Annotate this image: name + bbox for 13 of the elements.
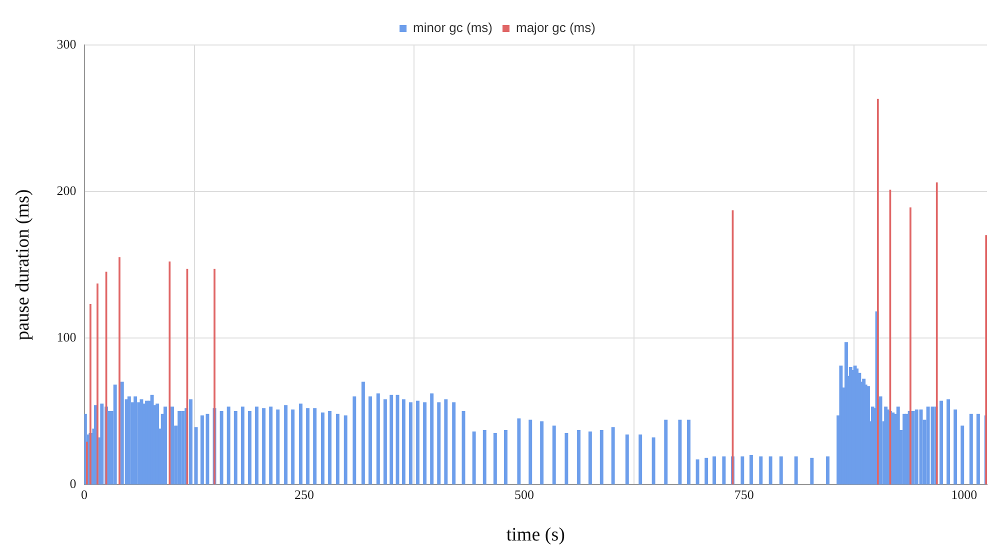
y-tick-label: 100	[56, 329, 76, 344]
legend-label: minor gc (ms)	[413, 20, 493, 36]
x-axis-title: time (s)	[506, 524, 565, 546]
y-tick-label: 200	[56, 182, 76, 198]
x-tick-label: 1000	[951, 486, 978, 502]
legend-label: major gc (ms)	[516, 20, 596, 36]
x-tick-label: 750	[734, 486, 754, 502]
x-tick-label: 0	[81, 486, 88, 502]
x-tick-label: 250	[294, 486, 314, 502]
x-tick-label: 500	[514, 486, 534, 502]
y-tick-label: 0	[70, 476, 76, 492]
y-tick-label: 300	[56, 36, 76, 52]
y-axis-title: pause duration (ms)	[12, 189, 34, 340]
